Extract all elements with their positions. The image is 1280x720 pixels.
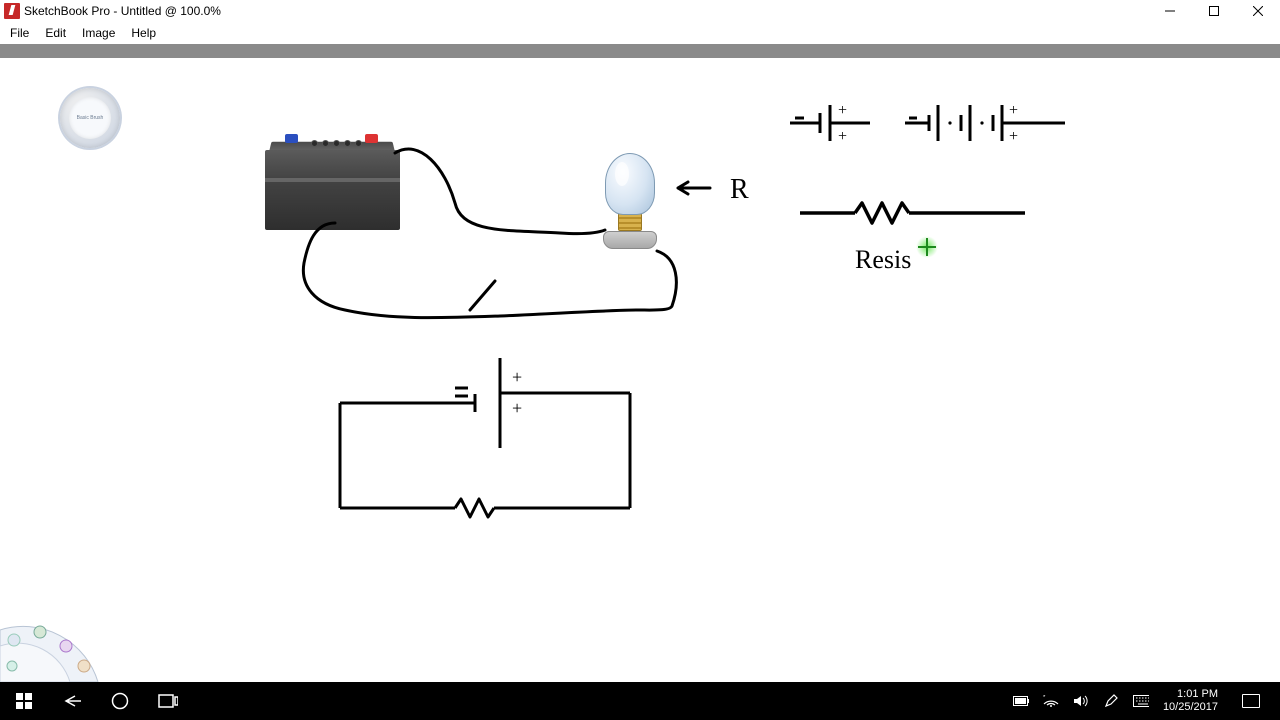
task-view-button[interactable] [144,682,192,720]
menu-file[interactable]: File [2,24,37,42]
brush-puck-tool[interactable]: Basic Brush [60,88,120,148]
minimize-button[interactable] [1148,0,1192,22]
svg-text:+: + [1009,128,1018,145]
drawn-strokes: R + + + + [0,58,1280,682]
start-button[interactable] [0,682,48,720]
svg-text:+: + [838,102,847,119]
svg-text:+: + [1009,102,1018,119]
bulb-label-text: R [730,174,749,205]
svg-text:+: + [512,367,522,387]
battery-tray-icon[interactable] [1013,693,1029,709]
keyboard-tray-icon[interactable] [1133,693,1149,709]
svg-text:+: + [838,128,847,145]
windows-icon [16,693,32,709]
action-center-icon[interactable] [1242,694,1260,708]
cortana-button[interactable] [96,682,144,720]
clock-date: 10/25/2017 [1163,701,1218,714]
maximize-button[interactable] [1192,0,1236,22]
titlebar: SketchBook Pro - Untitled @ 100.0% [0,0,1280,22]
wifi-tray-icon[interactable]: * [1043,693,1059,709]
cortana-icon [111,692,129,710]
resistor-label-text: Resis [855,245,911,274]
lightbulb-illustration [595,153,665,263]
task-view-icon [158,694,178,708]
clock[interactable]: 1:01 PM 10/25/2017 [1163,688,1222,714]
toolbar-strip [0,44,1280,58]
clock-time: 1:01 PM [1163,688,1218,701]
drawing-cursor [916,236,938,258]
taskbar: * 1:01 PM 10/25/2017 [0,682,1280,720]
menu-edit[interactable]: Edit [37,24,74,42]
volume-tray-icon[interactable] [1073,693,1089,709]
corner-lagoon-tool[interactable] [0,612,110,682]
canvas[interactable]: Basic Brush R + [0,58,1280,682]
menu-image[interactable]: Image [74,24,123,42]
pen-tray-icon[interactable] [1103,693,1119,709]
menu-help[interactable]: Help [123,24,164,42]
back-button[interactable] [48,682,96,720]
menubar: File Edit Image Help [0,22,1280,44]
back-arrow-icon [63,694,81,708]
battery-illustration [265,138,400,238]
svg-text:+: + [512,398,522,418]
app-icon [4,3,20,19]
svg-text:*: * [1043,695,1046,701]
window-title: SketchBook Pro - Untitled @ 100.0% [24,4,221,18]
close-button[interactable] [1236,0,1280,22]
system-tray: * 1:01 PM 10/25/2017 [1007,688,1280,714]
